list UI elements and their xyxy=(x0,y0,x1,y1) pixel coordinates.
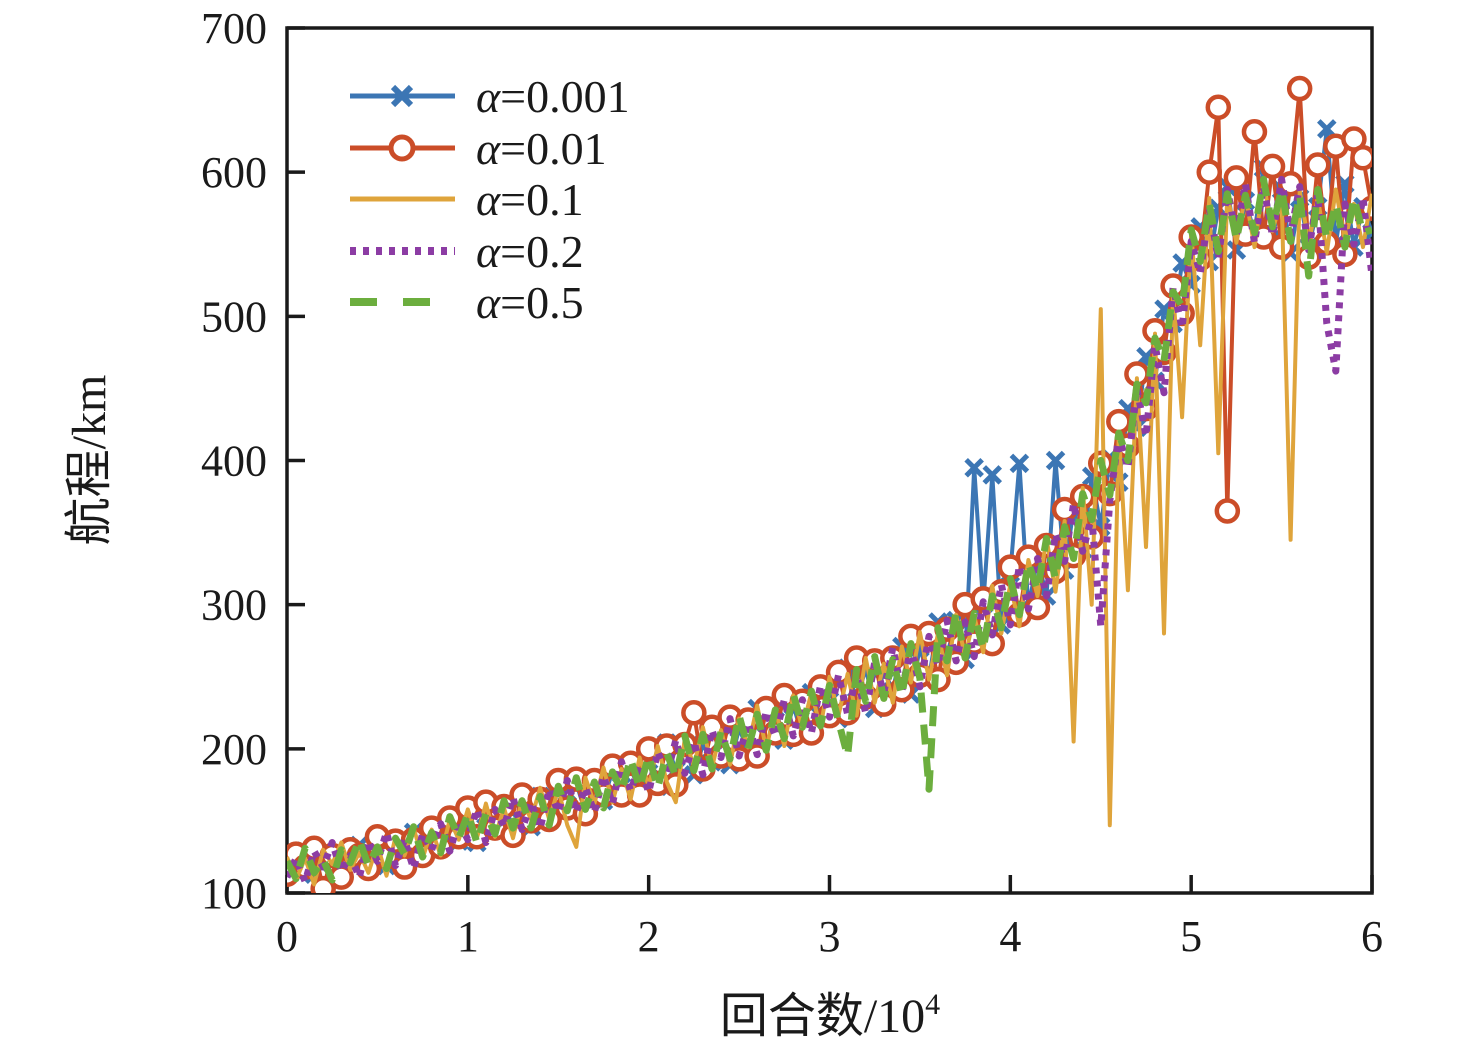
y-axis-label: 航程/km xyxy=(63,375,116,546)
circle-marker xyxy=(1223,165,1250,191)
legend-item-alpha-0.001: α=0.001 xyxy=(350,71,630,122)
x-marker xyxy=(1009,453,1030,474)
circle-marker xyxy=(1214,498,1241,524)
x-tick-label: 6 xyxy=(1361,912,1383,961)
y-tick-label: 300 xyxy=(201,581,267,630)
series-alpha-0.2 xyxy=(287,175,1372,885)
circle-marker xyxy=(310,875,336,893)
legend-item-alpha-0.1: α=0.1 xyxy=(350,174,584,225)
x-tick-label: 2 xyxy=(638,912,660,961)
y-tick-label: 600 xyxy=(201,148,267,197)
x-marker xyxy=(1045,450,1066,471)
circle-marker xyxy=(681,700,707,726)
axis-ticks xyxy=(285,26,1374,895)
legend-label: α=0.1 xyxy=(476,174,584,225)
circle-marker xyxy=(1106,408,1132,435)
legend-item-alpha-0.01: α=0.01 xyxy=(350,123,607,174)
y-tick-label: 700 xyxy=(201,4,267,53)
circle-marker xyxy=(1286,75,1313,102)
x-marker xyxy=(964,457,984,478)
circle-marker xyxy=(1241,119,1268,145)
x-tick-label: 0 xyxy=(276,912,298,961)
x-tick-label: 5 xyxy=(1180,912,1202,961)
x-axis-label-superscript: 4 xyxy=(925,988,940,1021)
series-alpha-0.5 xyxy=(287,175,1372,884)
circle-marker xyxy=(1350,145,1372,171)
circle-marker xyxy=(1196,159,1222,185)
x-tick-label: 1 xyxy=(457,912,479,961)
legend-item-alpha-0.5: α=0.5 xyxy=(350,277,584,328)
legend-label: α=0.5 xyxy=(476,277,584,328)
legend-item-alpha-0.2: α=0.2 xyxy=(350,226,584,277)
x-axis-label: 回合数/104 xyxy=(720,988,940,1043)
x-tick-label: 3 xyxy=(819,912,841,961)
legend-circle-marker xyxy=(388,134,416,162)
circle-marker xyxy=(1259,153,1286,180)
x-axis-label-main: 回合数/10 xyxy=(720,990,925,1043)
x-marker xyxy=(982,465,1003,485)
series-alpha-0.1 xyxy=(287,180,1372,887)
legend-label: α=0.01 xyxy=(476,123,607,174)
series-line-alpha-0.5 xyxy=(287,175,1372,884)
plot-frame xyxy=(285,26,1374,895)
series-line-alpha-0.1 xyxy=(287,180,1372,887)
y-tick-label: 500 xyxy=(201,292,267,341)
y-tick-label: 400 xyxy=(201,437,267,486)
circle-marker xyxy=(1205,94,1232,121)
legend-label: α=0.001 xyxy=(476,71,630,122)
series-line-alpha-0.2 xyxy=(287,175,1372,885)
y-tick-label: 100 xyxy=(201,869,267,918)
legend-x-marker xyxy=(390,84,414,108)
circle-marker xyxy=(1305,152,1331,178)
legend-label: α=0.2 xyxy=(476,226,584,277)
x-tick-label: 4 xyxy=(999,912,1021,961)
y-tick-label: 200 xyxy=(201,725,267,774)
axis-tick-labels: 0 1 2 3 4 5 6 100 200 300 400 500 600 700 xyxy=(201,4,1383,961)
data-series xyxy=(287,75,1372,893)
